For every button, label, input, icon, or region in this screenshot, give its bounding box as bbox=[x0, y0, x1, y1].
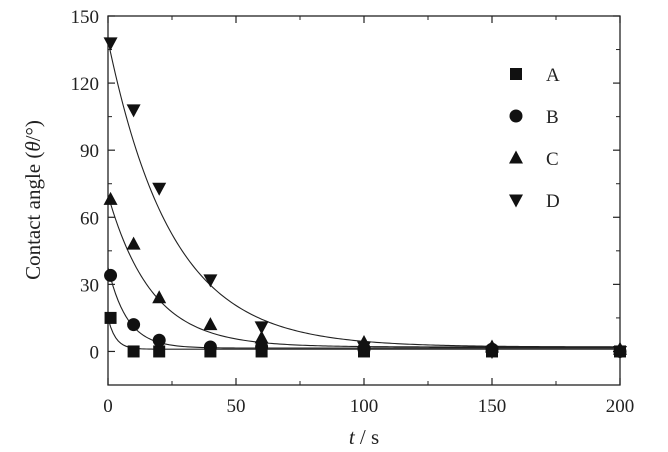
data-point-b bbox=[152, 333, 166, 347]
data-point-d bbox=[613, 345, 627, 359]
y-tick-label: 60 bbox=[80, 208, 99, 229]
legend-label-a: A bbox=[546, 65, 560, 86]
tick-labels: 0 50 100 150 200 0 30 60 90 120 150 bbox=[71, 7, 635, 417]
legend-label-d: D bbox=[546, 191, 560, 212]
data-points bbox=[103, 37, 627, 359]
x-tick-label: 50 bbox=[227, 396, 246, 417]
axis-ticks bbox=[107, 15, 621, 385]
data-point-d bbox=[103, 37, 118, 51]
fit-curve-c bbox=[107, 194, 620, 348]
plot-frame bbox=[107, 15, 621, 386]
fit-curves bbox=[107, 40, 621, 350]
x-tick-label: 0 bbox=[103, 396, 113, 417]
y-axis-title: Contact angle (θ/°) bbox=[21, 120, 45, 280]
data-point-a bbox=[104, 311, 117, 324]
data-point-d bbox=[357, 341, 371, 355]
data-point-d bbox=[126, 104, 141, 118]
data-point-d bbox=[254, 321, 269, 335]
data-point-d bbox=[152, 182, 167, 196]
y-tick-label: 30 bbox=[80, 275, 99, 296]
data-point-d bbox=[203, 274, 218, 288]
data-point-c bbox=[152, 290, 167, 304]
x-tick-label: 150 bbox=[478, 396, 507, 417]
y-tick-label: 0 bbox=[90, 342, 100, 363]
data-point-c bbox=[126, 236, 141, 250]
fit-curve-d bbox=[107, 40, 621, 348]
data-point-b bbox=[255, 340, 269, 354]
y-tick-label: 150 bbox=[71, 7, 100, 28]
data-point-b bbox=[104, 268, 118, 282]
x-axis-title: t / s bbox=[349, 425, 379, 449]
y-tick-label: 120 bbox=[71, 74, 100, 95]
data-point-c bbox=[103, 191, 118, 205]
data-point-b bbox=[203, 340, 217, 354]
data-point-c bbox=[254, 330, 269, 344]
x-tick-label: 200 bbox=[606, 396, 635, 417]
legend-marker-c bbox=[509, 150, 523, 164]
data-point-b bbox=[127, 318, 141, 332]
legend-marker-a bbox=[510, 68, 522, 80]
x-tick-label: 100 bbox=[350, 396, 379, 417]
y-tick-label: 90 bbox=[80, 141, 99, 162]
data-point-c bbox=[203, 317, 218, 331]
legend-marker-b bbox=[509, 109, 523, 123]
data-point-a bbox=[127, 345, 140, 358]
data-point-d bbox=[485, 345, 499, 359]
data-point-a bbox=[153, 345, 166, 358]
legend-marker-d bbox=[509, 194, 523, 208]
legend-label-c: C bbox=[546, 149, 559, 170]
legend-label-b: B bbox=[546, 107, 559, 128]
